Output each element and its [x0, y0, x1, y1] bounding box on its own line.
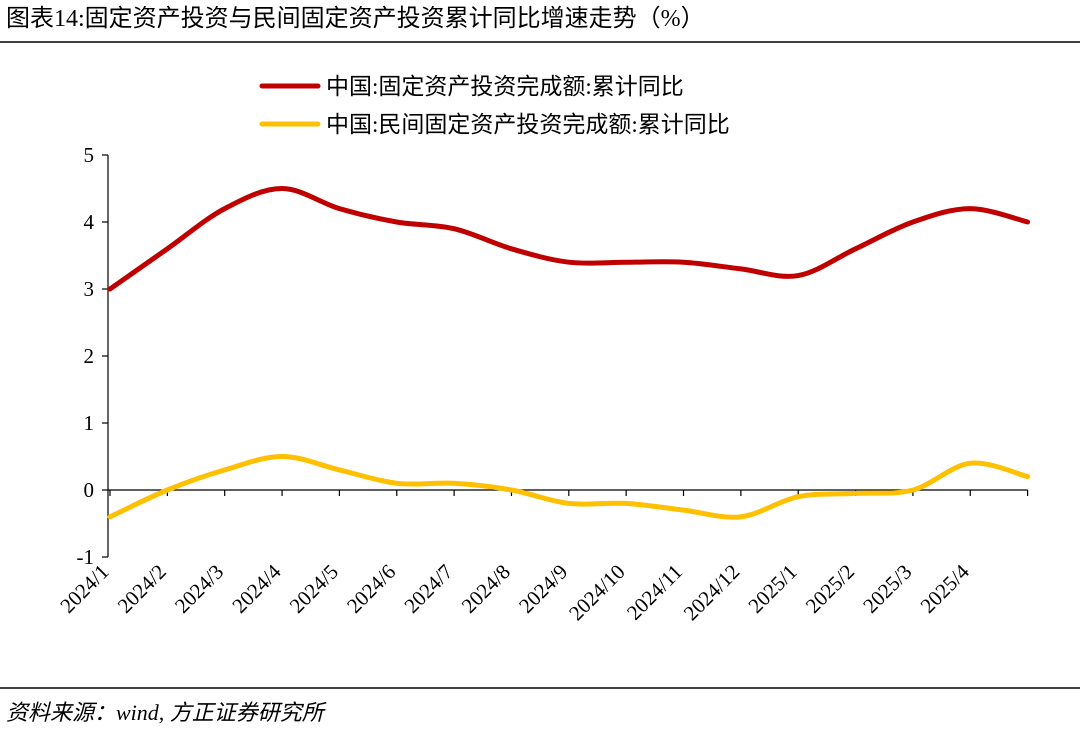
- y-tick-label: 0: [84, 478, 95, 502]
- x-tick-label: 2024/5: [285, 560, 343, 618]
- legend-label: 中国:民间固定资产投资完成额:累计同比: [326, 112, 730, 137]
- series-line: [107, 185, 1031, 292]
- y-tick-label: 3: [84, 277, 95, 301]
- x-tick-label: 2024/8: [457, 560, 515, 618]
- y-tick-label: 4: [84, 210, 95, 234]
- x-tick-label: 2025/1: [744, 560, 802, 618]
- legend-label: 中国:固定资产投资完成额:累计同比: [326, 74, 684, 99]
- x-tick-label: 2025/4: [916, 559, 975, 618]
- x-tick-label: 2025/2: [801, 560, 859, 618]
- x-tick-label: 2024/2: [113, 560, 171, 618]
- series-line: [107, 453, 1031, 520]
- chart-title: 图表14:固定资产投资与民间固定资产投资累计同比增速走势（%）: [6, 5, 705, 32]
- source: 资料来源：wind, 方正证券研究所: [6, 700, 327, 725]
- x-tick-label: 2024/11: [622, 560, 687, 625]
- x-tick-label: 2024/4: [227, 559, 286, 618]
- x-tick-label: 2024/6: [342, 560, 400, 618]
- x-tick-label: 2024/12: [679, 560, 745, 626]
- y-tick-label: 1: [84, 411, 95, 435]
- x-tick-label: 2025/3: [858, 560, 916, 618]
- y-tick-label: -1: [77, 545, 95, 569]
- x-tick-label: 2024/10: [564, 560, 630, 626]
- x-tick-label: 2024/3: [170, 560, 228, 618]
- y-tick-label: 2: [84, 344, 95, 368]
- y-tick-label: 5: [84, 143, 95, 167]
- x-tick-label: 2024/7: [399, 560, 457, 618]
